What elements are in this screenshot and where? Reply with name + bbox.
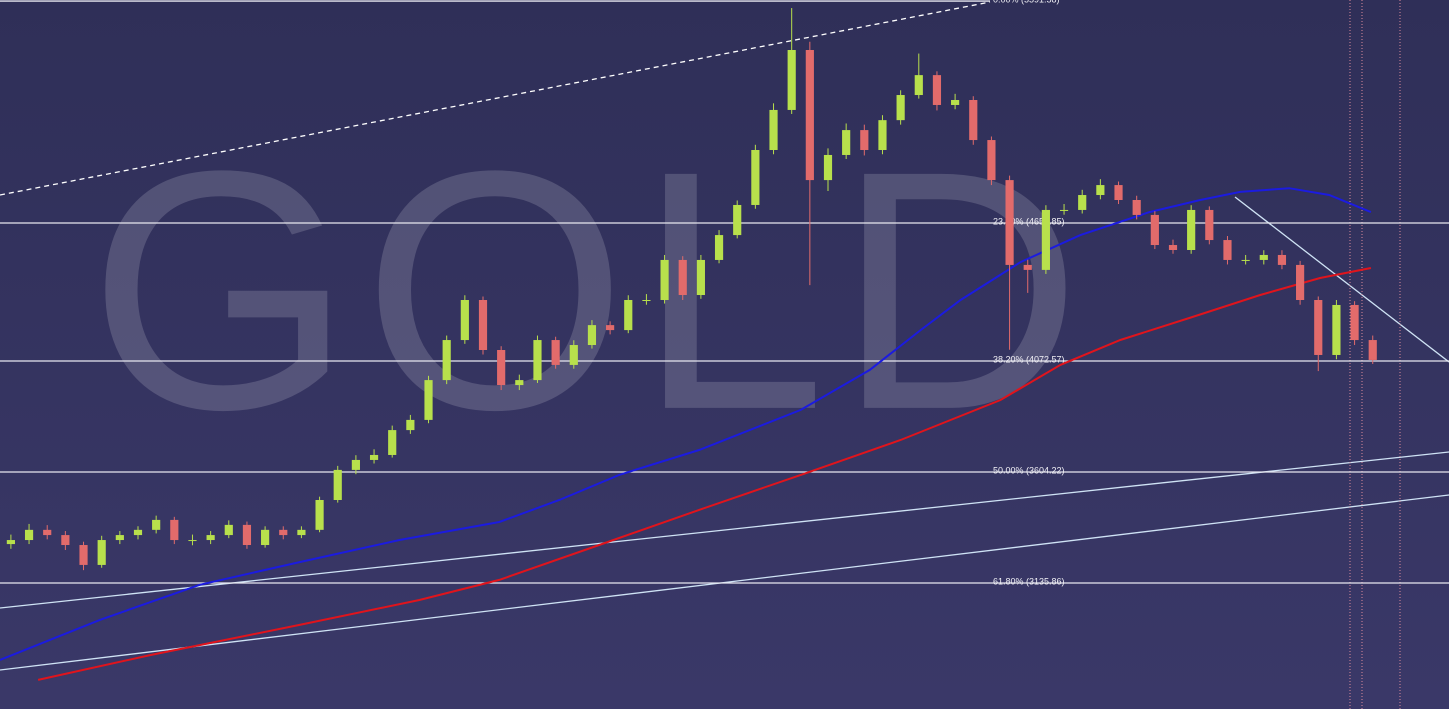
fib-label: 61.80% (3135.86) [993,576,1065,586]
candle-body [170,519,179,541]
candle-body [878,120,887,150]
candle-body [969,99,978,141]
trend-line [0,1,991,196]
candle-body [606,325,615,331]
candle-body [1168,245,1178,250]
candle-body [1259,254,1268,260]
fib-label: 23.60% (4654.85) [993,216,1065,226]
fib-label: 0.00% (5591.58) [993,0,1060,4]
candle-body [1150,214,1159,246]
candle-body [1078,195,1087,210]
candle-body [751,149,760,205]
candle-body [279,529,288,536]
candle-body [406,419,415,431]
candle-body [678,259,687,296]
candle-body [1205,209,1214,241]
candle-body [1041,209,1050,270]
candle-body [569,345,578,365]
candle-body [733,204,742,236]
candle-body [79,545,88,565]
moving-average [0,187,1372,661]
candle-body [1350,304,1359,341]
candle-body [932,75,942,105]
candle-body [1005,180,1014,265]
candle-body [152,519,161,530]
candle-body [1132,199,1141,215]
candle-body [1332,304,1341,355]
candle-body [1187,209,1196,250]
candle-body [842,130,851,155]
candle-body [115,535,124,541]
candle-body [1296,264,1305,300]
candle-body [1023,264,1032,270]
candle-body [714,235,724,260]
candle-body [642,299,651,301]
candle-body [515,380,524,386]
candle-body [351,459,360,470]
fib-label: 50.00% (3604.22) [993,465,1065,475]
candle-body [533,340,542,381]
candle-body [6,540,15,545]
candle-body [242,524,252,546]
candle-body [914,75,923,96]
candle-body [1114,185,1123,200]
candle-body [951,99,960,105]
candle-body [97,540,106,565]
candle-body [43,529,52,536]
candle-body [896,95,905,121]
candle-body [1096,185,1105,196]
candle-body [61,535,70,546]
candle-body [860,130,869,150]
candle-body [133,529,143,536]
candle-body [551,340,560,365]
candle-body [1314,299,1323,355]
candle-body [805,49,814,181]
candle-body [315,499,324,530]
candle-body [478,299,488,350]
candle-body [587,325,597,346]
watermark: GOLD [88,101,1092,481]
candle-body [1368,340,1377,360]
candle-body [369,454,379,460]
candle-body [333,469,342,500]
candle-body [696,259,705,296]
channel-line [0,451,1449,609]
candle-body [660,259,669,300]
trend-line [1234,196,1449,363]
fib-label: 38.20% (4072.57) [993,354,1065,364]
candle-body [442,340,451,381]
candle-body [769,109,778,150]
candle-body [460,299,469,341]
candle-body [261,529,270,546]
candle-body [297,529,306,536]
moving-average [37,267,1372,681]
candle-body [823,154,833,181]
candle-body [1059,209,1069,211]
candle-body [987,140,996,181]
candle-body [1223,240,1232,260]
candle-body [497,349,506,386]
candle-body [388,430,397,455]
candle-body [1241,259,1250,261]
candle-body [206,535,215,541]
candle-body [787,49,796,110]
candle-body [1277,254,1287,265]
candle-body [624,299,633,331]
candle-body [424,380,433,420]
candle-body [24,529,34,541]
candle-body [224,524,233,536]
candle-body [188,540,197,542]
